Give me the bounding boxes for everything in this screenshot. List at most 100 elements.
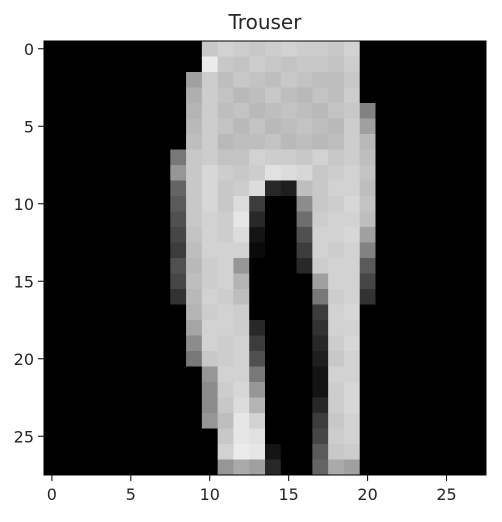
image-pixel <box>359 72 376 88</box>
image-pixel <box>280 242 297 259</box>
image-pixel <box>407 87 424 104</box>
image-pixel <box>438 444 455 460</box>
image-pixel <box>91 118 108 135</box>
image-pixel <box>375 149 392 166</box>
image-pixel <box>296 382 313 398</box>
image-pixel <box>59 41 76 57</box>
image-pixel <box>343 304 361 321</box>
image-pixel <box>44 320 61 336</box>
image-pixel <box>328 180 345 197</box>
image-pixel <box>44 41 61 57</box>
image-pixel <box>44 149 61 166</box>
y-tick-label: 0 <box>24 40 34 59</box>
image-pixel <box>122 103 140 119</box>
image-pixel <box>75 180 92 197</box>
image-pixel <box>296 41 313 57</box>
image-pixel <box>138 304 155 321</box>
image-pixel <box>438 196 455 212</box>
image-pixel <box>217 413 234 429</box>
image-pixel <box>186 180 203 197</box>
image-pixel <box>470 382 487 398</box>
image-pixel <box>233 273 250 290</box>
image-pixel <box>75 72 92 88</box>
image-pixel <box>154 242 171 259</box>
image-pixel <box>107 351 124 367</box>
image-pixel <box>470 211 487 228</box>
image-pixel <box>249 211 266 228</box>
image-pixel <box>296 428 313 445</box>
image-pixel <box>217 134 234 150</box>
image-pixel <box>359 366 376 383</box>
image-pixel <box>391 149 408 166</box>
image-pixel <box>312 335 329 352</box>
image-pixel <box>59 428 76 445</box>
image-pixel <box>186 413 203 429</box>
image-pixel <box>312 273 329 290</box>
image-pixel <box>391 227 408 243</box>
image-pixel <box>75 351 92 367</box>
image-pixel <box>138 118 155 135</box>
image-pixel <box>233 87 250 104</box>
image-pixel <box>44 165 61 181</box>
image-pixel <box>249 242 266 259</box>
image-pixel <box>391 196 408 212</box>
image-pixel <box>375 335 392 352</box>
image-pixel <box>438 273 455 290</box>
image-pixel <box>201 87 219 104</box>
image-pixel <box>75 165 92 181</box>
image-pixel <box>375 242 392 259</box>
image-pixel <box>91 56 108 73</box>
image-pixel <box>44 180 61 197</box>
image-pixel <box>138 366 155 383</box>
image-pixel <box>312 320 329 336</box>
image-pixel <box>422 180 440 197</box>
image-pixel <box>107 180 124 197</box>
image-pixel <box>312 459 329 476</box>
image-pixel <box>359 428 376 445</box>
image-pixel <box>170 335 187 352</box>
image-pixel <box>359 258 376 274</box>
plot-frame <box>43 40 487 476</box>
image-pixel <box>75 41 92 57</box>
image-pixel <box>438 180 455 197</box>
image-pixel <box>233 459 250 476</box>
image-pixel <box>280 459 297 476</box>
image-pixel <box>233 335 250 352</box>
image-pixel <box>296 196 313 212</box>
image-pixel <box>122 397 140 414</box>
image-pixel <box>454 397 471 414</box>
image-pixel <box>91 242 108 259</box>
image-pixel <box>470 134 487 150</box>
image-pixel <box>375 444 392 460</box>
image-pixel <box>154 134 171 150</box>
image-pixel <box>75 320 92 336</box>
image-pixel <box>359 289 376 305</box>
image-pixel <box>391 118 408 135</box>
image-pixel <box>154 149 171 166</box>
image-pixel <box>186 397 203 414</box>
image-pixel <box>75 149 92 166</box>
image-pixel <box>91 335 108 352</box>
image-pixel <box>201 273 219 290</box>
pixel-image <box>44 41 487 476</box>
image-pixel <box>328 428 345 445</box>
image-pixel <box>249 444 266 460</box>
image-pixel <box>438 320 455 336</box>
image-pixel <box>138 180 155 197</box>
image-pixel <box>280 165 297 181</box>
image-pixel <box>343 273 361 290</box>
image-pixel <box>296 227 313 243</box>
x-tick-label: 25 <box>436 485 456 504</box>
image-pixel <box>122 196 140 212</box>
image-pixel <box>217 382 234 398</box>
image-pixel <box>91 87 108 104</box>
image-pixel <box>343 211 361 228</box>
image-pixel <box>422 149 440 166</box>
image-pixel <box>201 289 219 305</box>
image-pixel <box>265 87 282 104</box>
image-pixel <box>422 273 440 290</box>
image-pixel <box>328 87 345 104</box>
image-pixel <box>138 382 155 398</box>
image-pixel <box>280 180 297 197</box>
image-pixel <box>343 444 361 460</box>
